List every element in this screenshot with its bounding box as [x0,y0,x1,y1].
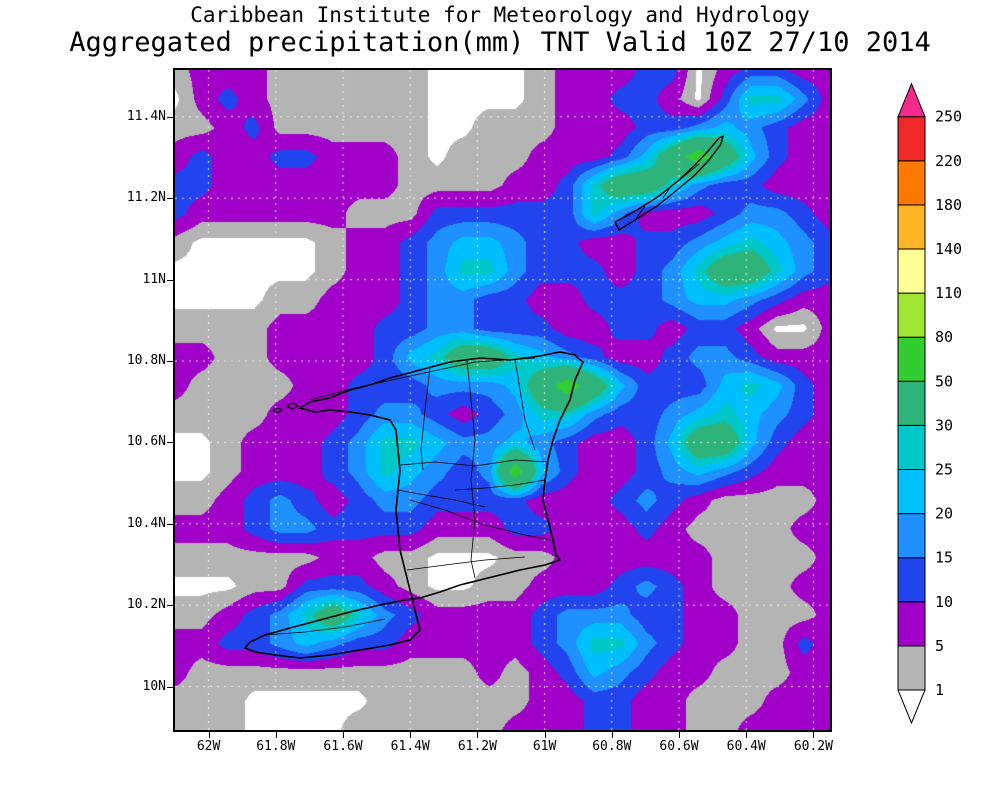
colorbar-tick-label: 80 [935,328,953,346]
lat-tick-mark [167,198,173,200]
colorbar-box [897,160,926,206]
lat-tick-label: 10.8N [126,353,166,368]
colorbar-tick-label: 50 [935,372,953,390]
lat-tick-label: 10.2N [126,597,166,613]
map-plot-area [173,68,832,732]
lon-tick-label: 60.8W [592,739,632,754]
lon-tick-label: 60.4W [726,739,766,754]
colorbar-over-arrow [897,82,926,118]
colorbar-box [897,469,926,515]
lat-tick-mark [167,361,173,362]
colorbar-tick-label: 15 [935,549,953,567]
colorbar-tick-label: 1 [935,681,944,699]
lon-tick-mark [410,732,412,738]
colorbar-box [897,336,926,382]
lon-tick-mark [813,732,815,738]
colorbar-box [897,116,926,162]
colorbar-tick-label: 220 [935,152,962,170]
colorbar-tick-label: 180 [935,196,962,214]
lon-tick-label: 60.6W [659,739,699,754]
lat-tick-mark [167,442,173,444]
colorbar-tick-label: 5 [935,637,944,655]
colorbar-tick-label: 30 [935,416,953,434]
lat-tick-label: 11.2N [126,190,166,206]
colorbar-box [897,292,926,338]
lon-tick-mark [275,732,277,738]
colorbar-tick-label: 20 [935,505,953,523]
lat-tick-label: 10N [142,678,166,694]
lon-tick-label: 61.4W [390,739,430,754]
lat-tick-mark [167,605,173,607]
colorbar-box [897,513,926,559]
lon-tick-label: 61.8W [256,739,296,754]
colorbar-tick-label: 25 [935,461,953,479]
lon-tick-mark [611,732,613,738]
colorbar-box [897,248,926,294]
colorbar-tick-label: 110 [935,284,962,302]
lat-tick-mark [167,523,173,525]
lon-tick-mark [544,732,546,738]
lon-tick-label: 60.2W [793,739,833,754]
institute-title: Caribbean Institute for Meteorology and … [190,3,810,27]
lon-tick-mark [477,732,479,738]
lat-tick-mark [167,279,173,281]
colorbar-box [897,557,926,603]
lat-tick-label: 11N [142,271,166,287]
lon-tick-label: 61.6W [323,739,363,754]
precip-field-canvas [175,70,830,730]
colorbar-tick-label: 250 [935,108,962,126]
lat-tick-label: 11.4N [126,108,166,124]
colorbar-under-arrow [897,689,926,725]
colorbar-box [897,380,926,426]
lat-tick-mark [167,116,173,118]
colorbar-box [897,204,926,250]
lon-tick-label: 61W [532,739,557,754]
chart-title: Aggregated precipitation(mm) TNT Valid 1… [69,27,931,58]
colorbar-box [897,601,926,647]
lat-tick-label: 10.4N [126,515,166,531]
colorbar-tick-label: 140 [935,240,962,258]
lon-tick-mark [208,732,210,738]
lon-tick-mark [343,732,344,738]
lat-tick-label: 10.6N [126,434,166,450]
lat-tick-mark [167,686,173,688]
lon-tick-label: 62W [196,739,221,754]
lon-tick-label: 61.2W [457,739,497,754]
lon-tick-mark [746,732,748,738]
colorbar-tick-label: 10 [935,593,953,611]
colorbar-box [897,645,926,691]
colorbar-box [897,424,926,470]
lon-tick-mark [679,732,680,738]
